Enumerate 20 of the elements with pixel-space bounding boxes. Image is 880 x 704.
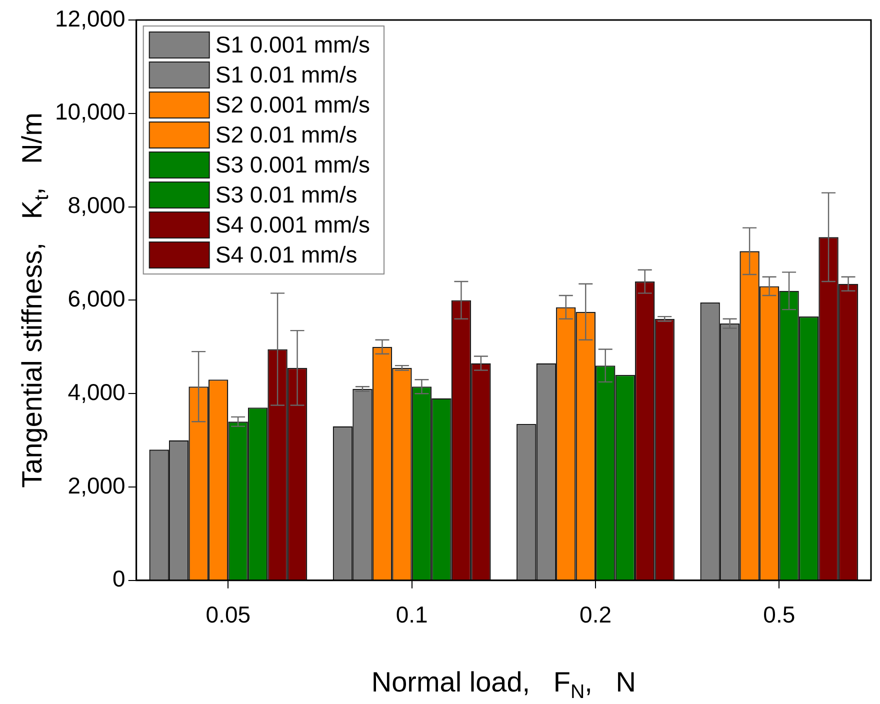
y-axis-title: Tangential stiffness, Kt, N/m [16, 112, 53, 488]
y-tick-label: 0 [112, 566, 126, 592]
y-tick-label: 6,000 [68, 286, 126, 312]
x-tick-label: 0.1 [396, 602, 428, 628]
x-tick-label: 0.5 [763, 602, 796, 628]
x-tick-label: 0.05 [206, 602, 251, 628]
legend-label: S2 0.001 mm/s [215, 91, 370, 118]
legend-label: S3 0.01 mm/s [215, 181, 358, 208]
legend-label: S1 0.01 mm/s [215, 61, 358, 88]
legend-label: S2 0.01 mm/s [215, 121, 358, 148]
legend-label: S4 0.01 mm/s [215, 241, 358, 268]
y-tick-label: 8,000 [68, 192, 126, 218]
y-tick-label: 12,000 [54, 5, 126, 32]
legend-label: S4 0.001 mm/s [215, 211, 370, 238]
legend-label: S1 0.001 mm/s [215, 31, 370, 58]
y-tick-label: 10,000 [54, 98, 126, 125]
x-tick-label: 0.2 [580, 602, 612, 628]
legend-label: S3 0.001 mm/s [215, 151, 370, 178]
y-tick-label: 4,000 [68, 378, 126, 405]
y-tick-label: 2,000 [68, 472, 126, 498]
